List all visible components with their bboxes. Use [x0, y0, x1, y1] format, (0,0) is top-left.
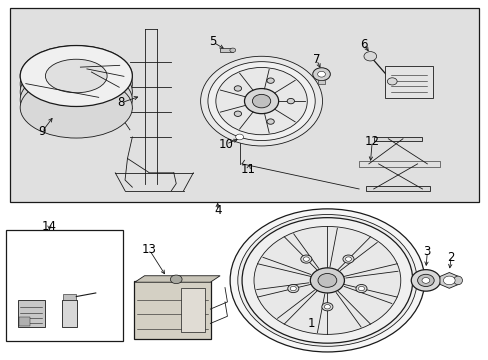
Circle shape	[170, 275, 182, 284]
Bar	[10, 8, 478, 202]
Ellipse shape	[20, 69, 132, 130]
Circle shape	[355, 284, 366, 293]
Text: 13: 13	[142, 243, 157, 256]
Circle shape	[386, 78, 396, 85]
Text: 6: 6	[360, 38, 367, 51]
Ellipse shape	[45, 59, 107, 93]
Circle shape	[310, 268, 344, 293]
Circle shape	[229, 48, 235, 52]
Circle shape	[234, 111, 241, 116]
Text: 10: 10	[218, 138, 233, 150]
Circle shape	[235, 134, 243, 140]
Text: 7: 7	[312, 53, 320, 66]
Circle shape	[324, 305, 330, 309]
Circle shape	[363, 51, 376, 61]
Circle shape	[443, 276, 454, 285]
FancyBboxPatch shape	[384, 66, 432, 98]
Circle shape	[410, 270, 440, 291]
Bar	[5, 230, 122, 341]
Bar	[373, 137, 422, 140]
Circle shape	[317, 274, 336, 287]
Ellipse shape	[20, 77, 132, 138]
Bar	[220, 48, 232, 52]
Circle shape	[300, 255, 311, 263]
Circle shape	[230, 209, 424, 352]
Circle shape	[242, 218, 412, 343]
Text: 11: 11	[241, 163, 255, 176]
Circle shape	[244, 89, 278, 114]
Text: 14: 14	[42, 220, 57, 233]
Bar	[18, 300, 44, 327]
Circle shape	[252, 94, 270, 108]
Bar	[317, 80, 325, 84]
Circle shape	[237, 215, 416, 346]
Ellipse shape	[20, 61, 132, 122]
Circle shape	[266, 78, 274, 83]
Bar	[366, 186, 429, 191]
Circle shape	[253, 226, 400, 334]
Ellipse shape	[20, 45, 132, 107]
Circle shape	[342, 255, 353, 263]
Circle shape	[321, 303, 332, 311]
FancyBboxPatch shape	[134, 282, 211, 338]
Circle shape	[207, 62, 315, 140]
Text: 12: 12	[364, 135, 379, 148]
Text: 2: 2	[447, 251, 454, 264]
Bar	[19, 318, 30, 326]
Text: 9: 9	[39, 125, 46, 138]
Text: 4: 4	[213, 204, 221, 217]
Text: 5: 5	[209, 35, 216, 49]
Circle shape	[215, 67, 306, 135]
Ellipse shape	[20, 45, 132, 107]
Circle shape	[303, 257, 309, 261]
Ellipse shape	[20, 53, 132, 114]
Bar	[358, 161, 439, 167]
Circle shape	[345, 257, 351, 261]
Bar	[61, 300, 77, 327]
Text: 3: 3	[423, 245, 430, 258]
Circle shape	[286, 98, 294, 104]
Circle shape	[290, 286, 296, 291]
Bar	[181, 288, 204, 332]
Circle shape	[312, 68, 330, 81]
Bar	[62, 294, 76, 300]
Circle shape	[266, 119, 274, 124]
Circle shape	[317, 71, 325, 77]
Ellipse shape	[453, 276, 462, 285]
Circle shape	[287, 284, 298, 293]
Polygon shape	[439, 273, 458, 288]
Circle shape	[417, 274, 433, 287]
Text: 1: 1	[307, 317, 315, 330]
Text: 8: 8	[117, 96, 124, 109]
Circle shape	[421, 278, 429, 283]
Circle shape	[234, 86, 241, 91]
Circle shape	[358, 286, 364, 291]
Circle shape	[200, 56, 322, 146]
Polygon shape	[135, 276, 220, 282]
